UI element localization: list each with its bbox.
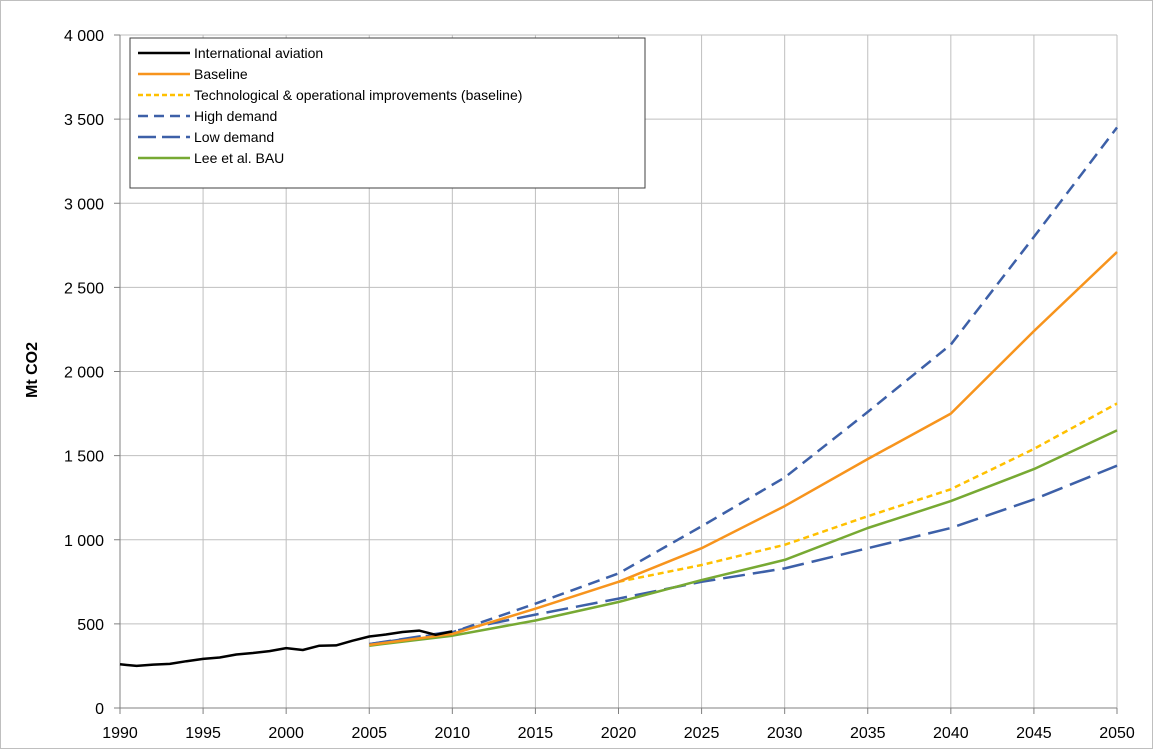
y-tick-labels: 0 500 1 000 1 500 2 000 2 500 3 000 3 500 4 000 xyxy=(64,28,104,718)
x-tick-label: 2005 xyxy=(351,725,387,742)
x-tick-label: 2045 xyxy=(1016,725,1052,742)
y-tick-label: 0 xyxy=(95,701,104,718)
legend-label-baseline: Baseline xyxy=(194,66,248,82)
x-tick-label: 2020 xyxy=(601,725,637,742)
series-layer xyxy=(119,126,1118,668)
x-tick-label: 1990 xyxy=(102,725,138,742)
y-tick-label: 500 xyxy=(77,617,104,634)
x-tick-label: 2035 xyxy=(850,725,886,742)
y-tick-label: 3 500 xyxy=(64,112,104,129)
x-tick-label: 2040 xyxy=(933,725,969,742)
series-line-technological-operational-improvements-baseline xyxy=(618,402,1118,584)
y-tick-label: 1 500 xyxy=(64,449,104,466)
legend-label-technological-operational-improvements-baseline: Technological & operational improvements… xyxy=(194,87,522,103)
y-tick-label: 1 000 xyxy=(64,533,104,550)
legend-label-lee-et-al-bau: Lee et al. BAU xyxy=(194,150,284,166)
x-tick-label: 2010 xyxy=(435,725,471,742)
series-line-lee-et-al-bau xyxy=(369,429,1118,647)
legend-box xyxy=(129,37,646,189)
x-tick-label: 2030 xyxy=(767,725,803,742)
series-line-international-aviation xyxy=(119,629,453,668)
x-tick-labels: 1990 1995 2000 2005 2010 2015 2020 2025 2030 2035… xyxy=(102,725,1135,742)
legend: International aviation Baseline Technologi… xyxy=(129,37,646,189)
x-tick-label: 2000 xyxy=(268,725,304,742)
y-axis-title: Mt CO2 xyxy=(24,342,41,398)
y-tick-label: 3 000 xyxy=(64,196,104,213)
y-tick-label: 2 500 xyxy=(64,280,104,297)
y-tick-label: 4 000 xyxy=(64,28,104,45)
legend-label-high-demand: High demand xyxy=(194,108,277,124)
x-tick-label: 1995 xyxy=(185,725,221,742)
series-line-high-demand xyxy=(369,126,1118,646)
y-tick-label: 2 000 xyxy=(64,365,104,382)
x-tick-label: 2050 xyxy=(1099,725,1135,742)
legend-label-international-aviation: International aviation xyxy=(194,45,323,61)
series-line-baseline xyxy=(369,251,1118,647)
axes xyxy=(114,34,1118,714)
legend-label-low-demand: Low demand xyxy=(194,129,274,145)
x-tick-label: 2025 xyxy=(684,725,720,742)
x-tick-label: 2015 xyxy=(518,725,554,742)
series-line-low-demand xyxy=(369,464,1118,646)
